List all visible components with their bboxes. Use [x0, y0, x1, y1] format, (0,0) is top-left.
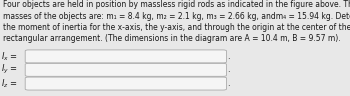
Text: .: . [227, 79, 230, 88]
Text: .: . [227, 52, 230, 61]
FancyBboxPatch shape [25, 63, 226, 76]
FancyBboxPatch shape [25, 77, 226, 90]
Text: $I_y$ =: $I_y$ = [1, 63, 18, 76]
Text: Four objects are held in position by massless rigid rods as indicated in the fig: Four objects are held in position by mas… [3, 0, 350, 43]
Text: $I_x$ =: $I_x$ = [1, 50, 18, 63]
Text: .: . [227, 65, 230, 74]
FancyBboxPatch shape [25, 50, 226, 63]
Text: $I_z$ =: $I_z$ = [1, 77, 18, 90]
